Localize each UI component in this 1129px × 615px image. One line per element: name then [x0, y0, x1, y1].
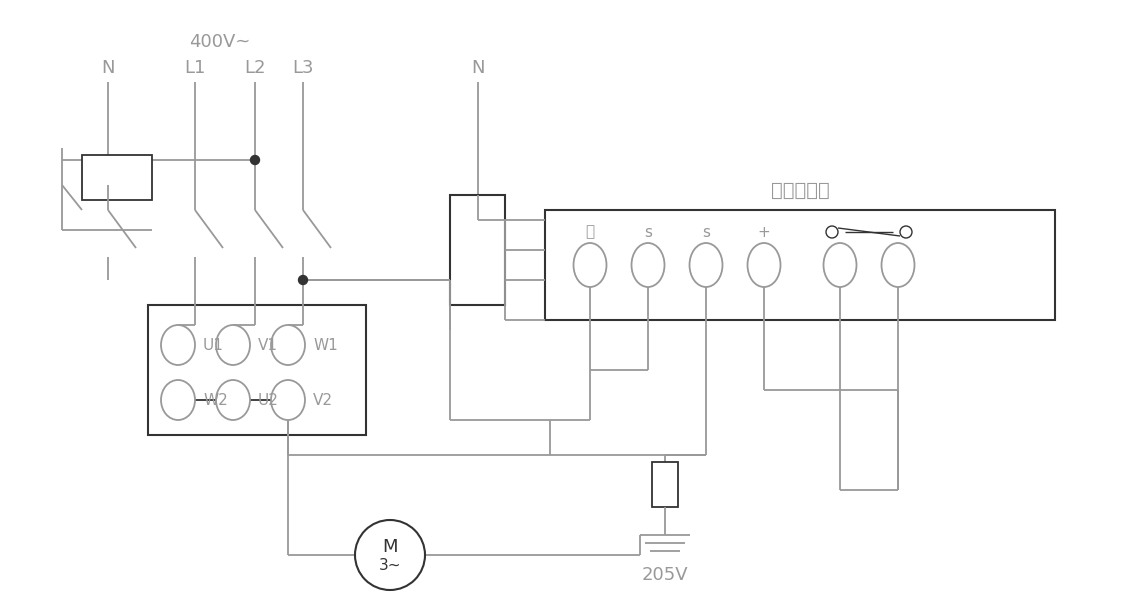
- Ellipse shape: [216, 380, 250, 420]
- Text: M: M: [383, 538, 397, 556]
- Text: N: N: [102, 59, 115, 77]
- Ellipse shape: [690, 243, 723, 287]
- Ellipse shape: [574, 243, 606, 287]
- Ellipse shape: [747, 243, 780, 287]
- Ellipse shape: [826, 226, 838, 238]
- Bar: [545, 210, 1054, 320]
- Ellipse shape: [355, 520, 425, 590]
- Circle shape: [251, 156, 260, 164]
- Bar: [653, 462, 679, 507]
- Ellipse shape: [216, 325, 250, 365]
- Ellipse shape: [271, 325, 305, 365]
- Text: N: N: [471, 59, 484, 77]
- Ellipse shape: [161, 380, 195, 420]
- Text: L2: L2: [244, 59, 265, 77]
- Text: s: s: [644, 224, 653, 239]
- Ellipse shape: [271, 380, 305, 420]
- Text: －: －: [586, 224, 595, 239]
- Ellipse shape: [823, 243, 857, 287]
- Text: V1: V1: [259, 338, 278, 352]
- Text: 400V~: 400V~: [190, 33, 251, 51]
- Text: L3: L3: [292, 59, 314, 77]
- Ellipse shape: [882, 243, 914, 287]
- Text: 全波整流器: 全波整流器: [771, 180, 830, 199]
- Text: +: +: [758, 224, 770, 239]
- Text: s: s: [702, 224, 710, 239]
- Bar: [450, 195, 505, 305]
- Text: W2: W2: [203, 392, 228, 408]
- Bar: [148, 305, 366, 435]
- Bar: [82, 155, 152, 200]
- Text: 3~: 3~: [378, 558, 401, 573]
- Text: W1: W1: [313, 338, 338, 352]
- Circle shape: [298, 276, 307, 285]
- Text: 205V: 205V: [641, 566, 689, 584]
- Text: V2: V2: [313, 392, 333, 408]
- Text: L1: L1: [184, 59, 205, 77]
- Ellipse shape: [900, 226, 912, 238]
- Text: U1: U1: [203, 338, 224, 352]
- Ellipse shape: [631, 243, 665, 287]
- Text: U2: U2: [259, 392, 279, 408]
- Ellipse shape: [161, 325, 195, 365]
